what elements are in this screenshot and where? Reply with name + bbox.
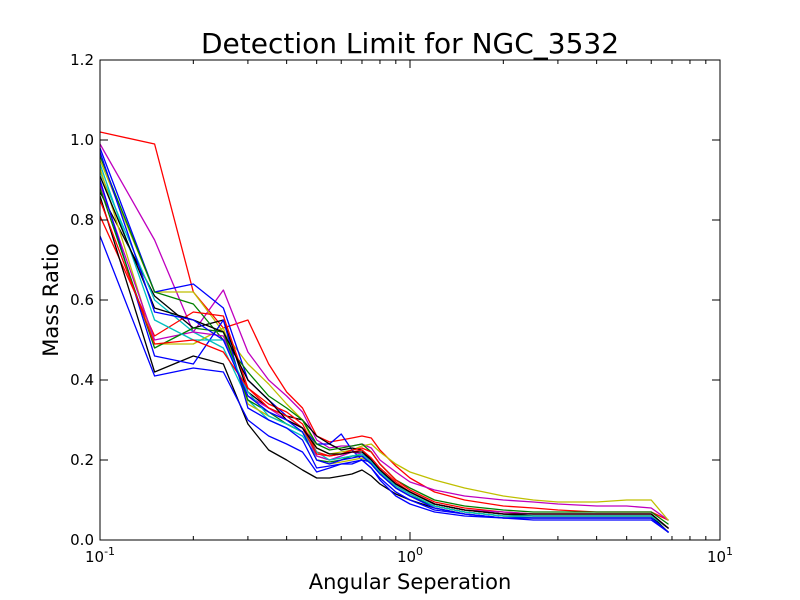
x-tick-label: 10-1 (85, 545, 115, 566)
y-tick-label: 0.6 (70, 291, 94, 309)
series-line-3 (100, 159, 669, 521)
series-line-2 (100, 143, 669, 521)
series-layer (100, 131, 669, 533)
y-tick-label: 1.0 (70, 131, 94, 149)
y-tick-label: 1.2 (70, 51, 94, 69)
x-tick-label: 100 (397, 545, 423, 566)
y-tick-label: 0.8 (70, 211, 94, 229)
series-line-15 (100, 163, 669, 529)
x-tick-label: 101 (707, 545, 733, 566)
y-tick-label: 0.4 (70, 371, 94, 389)
x-axis-label: Angular Seperation (309, 570, 512, 594)
y-tick-label: 0.0 (70, 531, 94, 549)
axes-frame (99, 59, 721, 541)
series-line-7 (100, 155, 669, 525)
series-line-18 (100, 151, 669, 533)
y-axis-label: Mass Ratio (39, 243, 63, 356)
y-tick-label: 0.2 (70, 451, 94, 469)
series-line-17 (100, 175, 669, 529)
chart-title: Detection Limit for NGC_3532 (201, 27, 619, 60)
series-line-1 (100, 131, 669, 521)
plot-area (100, 60, 720, 540)
